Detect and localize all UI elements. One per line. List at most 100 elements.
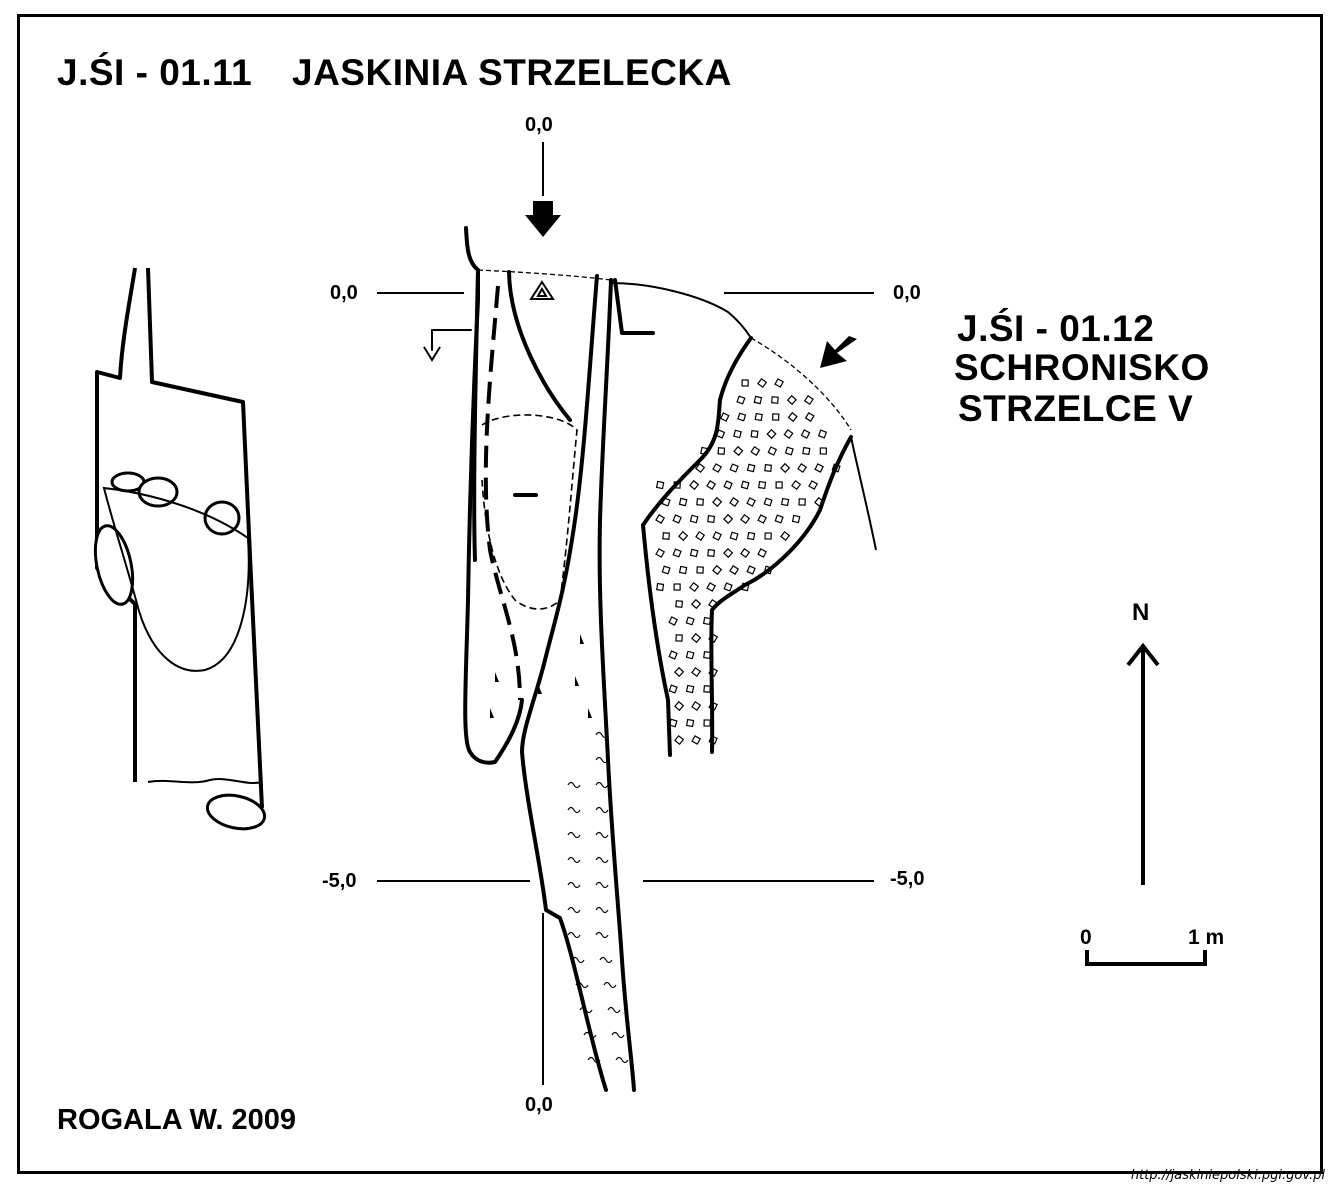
rubble-block	[740, 480, 750, 490]
rubble-block	[708, 701, 718, 711]
main-cave-walls	[431, 226, 655, 1092]
rubble-block	[675, 600, 684, 608]
rubble-block	[675, 634, 683, 642]
rubble-block	[673, 583, 681, 591]
rubble-block	[655, 480, 665, 490]
rubble-block	[775, 481, 783, 489]
rubble-block	[803, 395, 814, 405]
rubble-block	[707, 514, 716, 524]
rubble-block	[774, 514, 784, 524]
sediment-tilde	[595, 881, 609, 889]
rubble-block	[733, 429, 742, 439]
rubble-block	[708, 599, 719, 609]
rubble-block	[746, 531, 756, 541]
rubble-block	[695, 531, 706, 541]
shelter-name-line1: SCHRONISKO	[954, 347, 1210, 388]
rubble-block	[746, 565, 756, 575]
rubble-block	[791, 514, 801, 524]
sediment-tilde	[595, 906, 609, 914]
rubble-block	[814, 496, 825, 508]
rubble-block	[750, 429, 759, 439]
sediment-tilde	[599, 956, 613, 964]
rubble-block	[819, 447, 827, 455]
shelter-name-line2: STRZELCE V	[958, 388, 1194, 429]
rubble-block	[674, 734, 685, 746]
shelter-walls	[641, 336, 853, 757]
rubble-block	[804, 412, 815, 422]
sediment-tilde	[567, 931, 581, 939]
rubble-block	[798, 498, 806, 506]
rubble-block	[808, 480, 819, 490]
left-shaft-outline	[95, 267, 264, 809]
rubble-block	[723, 547, 734, 559]
rubble-block	[685, 718, 695, 728]
entrance-arrow-icon	[820, 336, 857, 368]
sediment-tilde	[571, 956, 585, 964]
rubble-block	[673, 481, 681, 489]
rubble-block	[774, 378, 785, 388]
rubble-block	[691, 632, 702, 644]
rubble-block	[753, 395, 763, 405]
left-debris-cone	[102, 486, 250, 672]
depth-reference-lines	[377, 142, 874, 1085]
rubble-block	[691, 598, 702, 610]
rubble-block	[719, 412, 730, 422]
depth-label-left-zero: 0,0	[330, 282, 358, 304]
sediment-tilde	[595, 806, 609, 814]
rubble-block	[750, 446, 761, 456]
rubble-block	[797, 462, 808, 474]
depth-label-left-minus5: -5,0	[322, 870, 357, 892]
rubble-block	[763, 497, 773, 507]
rubble-block	[723, 480, 733, 490]
rubble-block	[771, 396, 779, 404]
rubble-block	[771, 413, 780, 421]
north-label: N	[1132, 599, 1150, 626]
sediment-tilde	[567, 906, 581, 914]
rubble-block	[757, 377, 768, 389]
shelter-entrance-dashed-line	[750, 337, 852, 431]
rubble-block	[817, 429, 828, 439]
rubble-block	[729, 497, 740, 507]
sediment-tilde	[595, 856, 609, 864]
entrance-arrow-icon	[525, 201, 561, 237]
rubble-block	[689, 581, 700, 593]
depth-label-right-minus5: -5,0	[890, 868, 925, 890]
rubble-block	[707, 549, 716, 557]
rubble-block	[672, 548, 682, 558]
rubble-block	[708, 633, 719, 643]
rubble-block	[786, 394, 798, 406]
sediment-symbols	[567, 731, 629, 1064]
rubble-block	[766, 428, 777, 440]
shelter-rubble-symbols	[655, 377, 841, 746]
sediment-tilde	[587, 1056, 601, 1064]
sediment-tilde	[595, 931, 609, 939]
rubble-block	[685, 650, 695, 660]
sediment-tilde	[567, 831, 581, 839]
rubble-block	[700, 446, 709, 456]
sediment-tilde	[595, 756, 609, 764]
author-credit: ROGALA W. 2009	[57, 1104, 297, 1136]
rubble-block	[696, 566, 704, 574]
rubble-block	[723, 513, 734, 525]
entrance-dashed-line	[477, 269, 612, 281]
cave-name-title: JASKINIA STRZELECKA	[292, 52, 732, 93]
rubble-block	[672, 514, 682, 524]
sediment-tilde	[595, 731, 609, 739]
rubble-block	[740, 513, 751, 525]
sediment-tilde	[615, 1056, 629, 1064]
rubble-block	[715, 429, 726, 439]
main-cave-dashed-outlines	[481, 414, 578, 610]
sediment-tilde	[603, 981, 617, 989]
rubble-block	[780, 497, 790, 507]
rubble-block	[780, 462, 791, 474]
sediment-tilde	[595, 831, 609, 839]
rubble-block	[740, 582, 750, 592]
rubble-block	[691, 666, 702, 678]
rubble-block	[703, 650, 712, 660]
rubble-block	[703, 685, 711, 693]
rubble-block	[696, 498, 705, 506]
rubble-block	[784, 446, 794, 456]
rubble-block	[668, 684, 678, 694]
rubble-block	[685, 616, 695, 626]
rubble-block	[712, 463, 723, 473]
